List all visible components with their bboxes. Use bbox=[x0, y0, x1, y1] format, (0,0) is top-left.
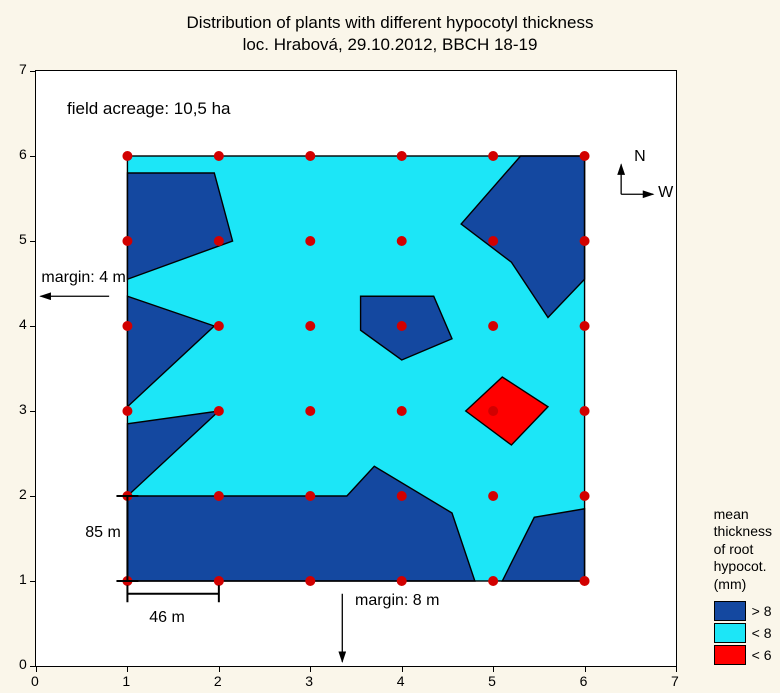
annot-85m: 85 m bbox=[85, 524, 121, 542]
legend-swatch bbox=[714, 645, 746, 665]
y-tick: 0 bbox=[19, 656, 27, 672]
chart-title-line1: Distribution of plants with different hy… bbox=[0, 12, 780, 34]
x-tick: 5 bbox=[488, 673, 496, 689]
x-tick: 2 bbox=[214, 673, 222, 689]
legend-label: < 6 bbox=[752, 647, 772, 663]
legend: meanthicknessof roothypocot.(mm) > 8 < 8… bbox=[714, 506, 772, 666]
x-tick: 6 bbox=[580, 673, 588, 689]
legend-item: < 8 bbox=[714, 623, 772, 643]
y-tick: 1 bbox=[19, 571, 27, 587]
compass-n: N bbox=[634, 148, 646, 166]
contour-svg bbox=[36, 71, 676, 666]
y-tick: 4 bbox=[19, 316, 27, 332]
x-tick: 3 bbox=[305, 673, 313, 689]
legend-item: > 8 bbox=[714, 601, 772, 621]
legend-item: < 6 bbox=[714, 645, 772, 665]
x-tick: 1 bbox=[122, 673, 130, 689]
plot-area bbox=[35, 70, 677, 667]
x-tick: 0 bbox=[31, 673, 39, 689]
annot-margin-left: margin: 4 m bbox=[41, 269, 125, 287]
y-tick: 5 bbox=[19, 231, 27, 247]
compass-w: W bbox=[658, 184, 673, 202]
legend-label: > 8 bbox=[752, 603, 772, 619]
annot-46m: 46 m bbox=[149, 609, 185, 627]
legend-label: < 8 bbox=[752, 625, 772, 641]
y-tick: 2 bbox=[19, 486, 27, 502]
legend-title: meanthicknessof roothypocot.(mm) bbox=[714, 506, 772, 594]
legend-swatch bbox=[714, 601, 746, 621]
legend-swatch bbox=[714, 623, 746, 643]
x-tick: 7 bbox=[671, 673, 679, 689]
y-tick: 7 bbox=[19, 61, 27, 77]
annot-margin-bottom: margin: 8 m bbox=[355, 592, 439, 610]
x-tick: 4 bbox=[397, 673, 405, 689]
annot-field-acreage: field acreage: 10,5 ha bbox=[67, 99, 231, 119]
y-tick: 3 bbox=[19, 401, 27, 417]
y-tick: 6 bbox=[19, 146, 27, 162]
chart-title-line2: loc. Hrabová, 29.10.2012, BBCH 18-19 bbox=[0, 34, 780, 56]
